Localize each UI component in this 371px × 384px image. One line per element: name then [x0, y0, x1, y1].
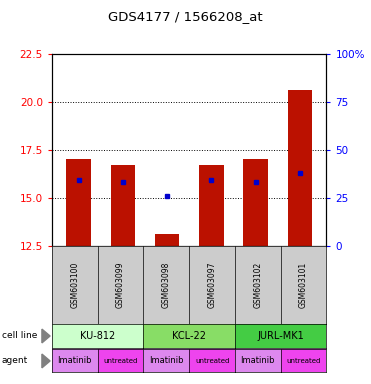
Text: KCL-22: KCL-22: [172, 331, 206, 341]
Bar: [199, 165, 223, 246]
Text: JURL-MK1: JURL-MK1: [257, 331, 304, 341]
Text: GSM603099: GSM603099: [116, 262, 125, 308]
Text: cell line: cell line: [2, 331, 37, 341]
Bar: [288, 90, 312, 246]
Text: GSM603098: GSM603098: [162, 262, 171, 308]
Text: Imatinib: Imatinib: [149, 356, 184, 366]
Bar: [155, 234, 179, 246]
Text: untreated: untreated: [286, 358, 321, 364]
Text: untreated: untreated: [104, 358, 138, 364]
Text: Imatinib: Imatinib: [58, 356, 92, 366]
Text: agent: agent: [2, 356, 28, 366]
Text: Imatinib: Imatinib: [241, 356, 275, 366]
Text: untreated: untreated: [195, 358, 229, 364]
Text: KU-812: KU-812: [80, 331, 115, 341]
Bar: [111, 165, 135, 246]
Bar: [66, 159, 91, 246]
Text: GSM603100: GSM603100: [70, 262, 79, 308]
Bar: [243, 159, 268, 246]
Text: GDS4177 / 1566208_at: GDS4177 / 1566208_at: [108, 10, 263, 23]
Text: GSM603097: GSM603097: [208, 262, 217, 308]
Text: GSM603102: GSM603102: [253, 262, 262, 308]
Text: GSM603101: GSM603101: [299, 262, 308, 308]
